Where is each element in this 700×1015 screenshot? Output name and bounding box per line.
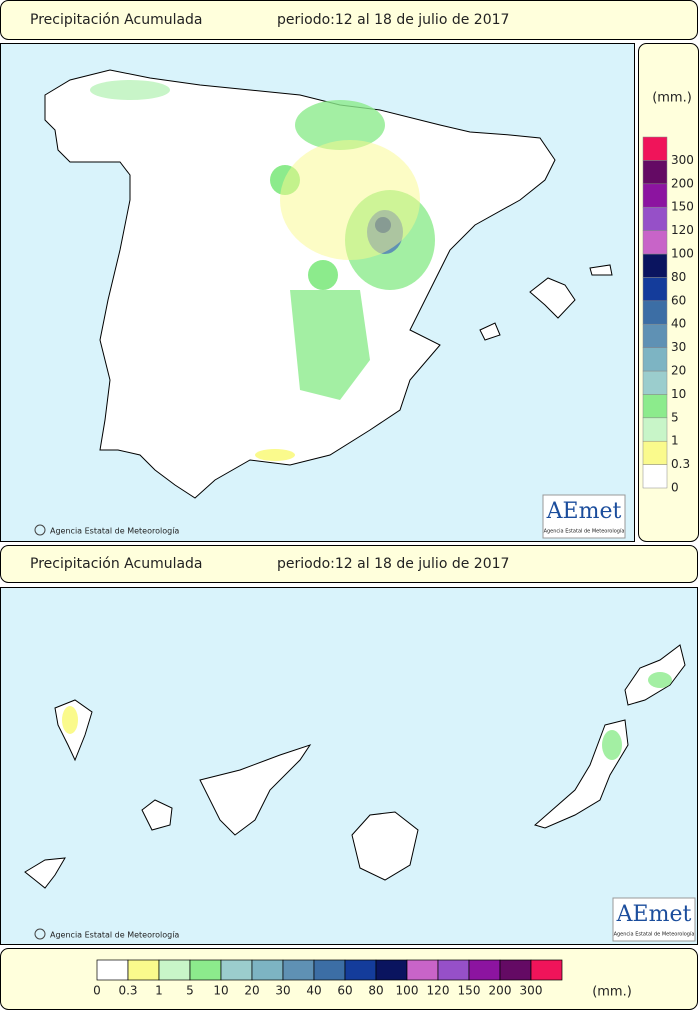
logo: AEmet xyxy=(546,499,622,524)
legend-label: 10 xyxy=(671,387,686,401)
period: periodo:12 al 18 de julio de 2017 xyxy=(277,12,509,28)
legend-label: 5 xyxy=(186,984,194,998)
legend-swatch xyxy=(642,300,668,325)
precip-areas xyxy=(90,80,435,461)
legend-label: 0.3 xyxy=(118,984,137,998)
legend-label: 120 xyxy=(671,223,694,237)
legend-label: 20 xyxy=(671,364,686,378)
legend-swatch xyxy=(251,959,284,981)
legend-label: 0 xyxy=(671,481,679,495)
legend-swatch xyxy=(642,230,668,255)
logo-sub: Agencia Estatal de Meteorología xyxy=(614,931,695,938)
legend-label: 40 xyxy=(306,984,321,998)
logo-box xyxy=(542,494,626,539)
legend-label: 0.3 xyxy=(671,457,690,471)
legend-swatch xyxy=(642,183,668,208)
gran-canaria xyxy=(351,811,419,881)
legend-swatch xyxy=(642,440,668,465)
copyright: Agencia Estatal de Meteorología xyxy=(50,931,179,940)
legend-unit: (mm.) xyxy=(592,985,632,1000)
horizontal-legend: 0 0.3 1 5 10 20 30 40 60 80 100 120 150 200 300 xyxy=(93,959,563,998)
legend-swatch xyxy=(313,959,346,981)
legend-swatch xyxy=(406,959,439,981)
legend-swatch xyxy=(437,959,470,981)
legend-label: 60 xyxy=(337,984,352,998)
legend-label: 100 xyxy=(671,247,694,261)
legend-swatch xyxy=(375,959,408,981)
logo-box xyxy=(612,897,696,942)
copyright: Agencia Estatal de Meteorología xyxy=(50,527,179,536)
copyright-icon xyxy=(34,928,46,940)
legend-swatch xyxy=(96,959,129,981)
logo-sub: Agencia Estatal de Meteorología xyxy=(544,528,625,535)
legend-swatch xyxy=(530,959,563,981)
legend-label: 80 xyxy=(368,984,383,998)
legend-swatch xyxy=(642,160,668,185)
legend-label: 80 xyxy=(671,270,686,284)
legend-swatch xyxy=(344,959,377,981)
legend-label: 150 xyxy=(458,984,481,998)
legend-swatch xyxy=(499,959,532,981)
legend-swatch xyxy=(642,277,668,302)
logo: AEmet xyxy=(616,902,692,927)
mallorca xyxy=(529,277,576,319)
legend-swatch xyxy=(642,370,668,395)
legend-label: 30 xyxy=(275,984,290,998)
legend-swatch xyxy=(189,959,222,981)
legend-label: 300 xyxy=(671,153,694,167)
legend-label: 100 xyxy=(396,984,419,998)
legend-swatch xyxy=(642,394,668,419)
la-gomera xyxy=(141,799,173,831)
legend-label: 30 xyxy=(671,340,686,354)
legend-swatch xyxy=(282,959,315,981)
legend-swatch xyxy=(642,206,668,231)
legend-unit: (mm.) xyxy=(652,91,692,106)
legend-label: 300 xyxy=(520,984,543,998)
legend-label: 120 xyxy=(427,984,450,998)
el-hierro xyxy=(24,857,66,889)
legend-swatch xyxy=(158,959,191,981)
precip-area xyxy=(62,706,78,734)
menorca xyxy=(589,264,613,276)
vertical-legend: 0 0.3 1 5 10 20 30 40 60 80 100 120 150 200 300 xyxy=(642,136,694,495)
precip-area xyxy=(648,672,672,688)
legend-swatch xyxy=(642,464,668,489)
legend-swatch xyxy=(642,417,668,442)
legend-swatch xyxy=(220,959,253,981)
legend-label: 200 xyxy=(489,984,512,998)
legend-label: 10 xyxy=(213,984,228,998)
title-bar xyxy=(0,545,698,583)
legend-label: 200 xyxy=(671,176,694,190)
legend-label: 5 xyxy=(671,410,679,424)
legend-swatch xyxy=(642,323,668,348)
legend-swatch xyxy=(127,959,160,981)
period: periodo:12 al 18 de julio de 2017 xyxy=(277,556,509,572)
legend-label: 150 xyxy=(671,200,694,214)
legend-swatch xyxy=(642,253,668,278)
precip-area xyxy=(602,730,622,760)
legend-label: 0 xyxy=(93,984,101,998)
tenerife xyxy=(199,744,312,836)
legend-swatch xyxy=(642,347,668,372)
copyright-icon xyxy=(34,524,46,536)
title: Precipitación Acumulada xyxy=(30,12,203,28)
legend-swatch xyxy=(468,959,501,981)
legend-label: 60 xyxy=(671,293,686,307)
map-frame xyxy=(0,587,698,945)
title: Precipitación Acumulada xyxy=(30,556,203,572)
legend-label: 20 xyxy=(244,984,259,998)
legend-label: 1 xyxy=(671,434,679,448)
legend-label: 40 xyxy=(671,317,686,331)
legend-label: 1 xyxy=(155,984,163,998)
title-bar xyxy=(0,0,698,40)
ibiza xyxy=(479,322,501,341)
legend-swatch xyxy=(642,136,668,161)
